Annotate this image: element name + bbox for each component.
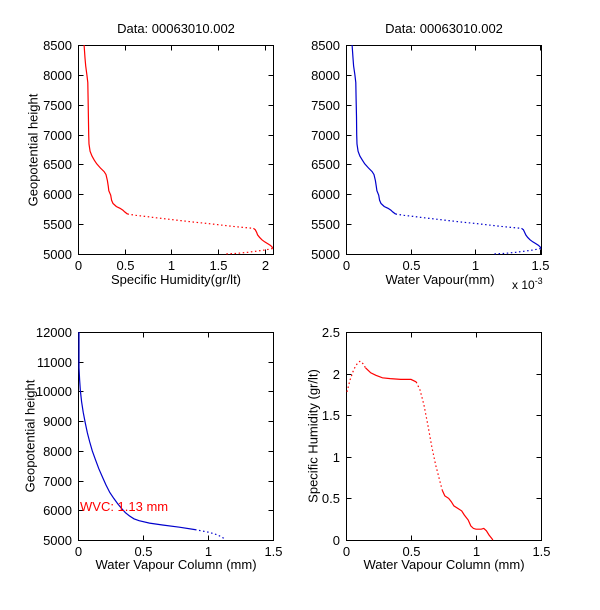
- exponent-prefix: x 10: [512, 278, 535, 292]
- subplot-specific-humidity-height: 0 0.5 1 1.5 2 5000 5500 6000 6500 7000 7500 8000 850…: [43, 38, 274, 273]
- series-humidity-drop: [415, 381, 443, 491]
- x-tick-label: 1.5: [264, 544, 282, 559]
- y-tick-label: 6000: [43, 503, 72, 518]
- y-tick-label: 12000: [36, 325, 72, 340]
- y-tick-label: 8500: [43, 38, 72, 53]
- y-tick-label: 7000: [311, 128, 340, 143]
- x-tick-label: 1: [205, 544, 212, 559]
- x-tick-label: 1: [168, 258, 175, 273]
- series-specific-humidity-shoulder: [253, 227, 274, 249]
- x-tick-label: 0: [75, 258, 82, 273]
- y-tick-label: 5500: [311, 217, 340, 232]
- x-tick-label: 1: [472, 258, 479, 273]
- y-tick-label: 5000: [311, 247, 340, 262]
- y-tick-label: 0.5: [322, 491, 340, 506]
- x-tick-label: 0: [343, 544, 350, 559]
- y-tick-label: 8000: [43, 68, 72, 83]
- x-tick-label: 0.5: [402, 258, 420, 273]
- x-axis-label-bottom-left: Water Vapour Column (mm): [95, 557, 257, 572]
- y-axis-label-top-left: Geopotential height: [25, 93, 41, 207]
- y-tick-label: 0: [333, 533, 340, 548]
- y-tick-label: 6000: [311, 187, 340, 202]
- y-axis-label-bottom-left: Geopotential height: [22, 379, 38, 493]
- series-specific-humidity-bottom: [224, 247, 273, 255]
- axes-box: [346, 45, 542, 255]
- y-tick-label: 7500: [311, 98, 340, 113]
- x-tick-label: 1.5: [209, 258, 227, 273]
- x-tick-label: 0.5: [116, 258, 134, 273]
- subplot-humidity-vs-wvc: 0 0.5 1 1.5 0 0.5 1 1.5 2 2.5: [322, 325, 551, 559]
- y-tick-label: 11000: [37, 355, 72, 370]
- series-wvc-profile-tail: [194, 529, 226, 541]
- y-tick-label: 5500: [43, 217, 72, 232]
- series-humidity-rise: [346, 360, 367, 393]
- series-specific-humidity-upper: [83, 44, 128, 215]
- x-tick-label: 0: [343, 258, 350, 273]
- axes-box: [78, 332, 274, 541]
- exponent-value: -3: [534, 276, 543, 286]
- x-tick-label: 1.5: [531, 258, 549, 273]
- x-axis-label-bottom-right: Water Vapour Column (mm): [363, 557, 525, 572]
- x-tick-label: 1: [473, 544, 480, 559]
- x-axis-label-top-left: Specific Humidity(gr/lt): [110, 272, 242, 287]
- y-tick-label: 7500: [43, 98, 72, 113]
- y-tick-label: 7000: [43, 128, 72, 143]
- y-tick-label: 10000: [36, 384, 72, 399]
- y-tick-label: 2: [333, 367, 340, 382]
- plot-title-top-right: Data: 00063010.002: [385, 21, 503, 36]
- y-tick-label: 5000: [43, 533, 72, 548]
- subplot-water-vapour-column-height: 0 0.5 1 1.5 5000 6000 7000 8000 9000 10000 11000 12…: [36, 325, 283, 559]
- series-water-vapour-shoulder: [521, 227, 542, 249]
- axes-box: [78, 45, 274, 255]
- series-specific-humidity-traverse: [127, 213, 254, 229]
- y-tick-label: 1: [333, 450, 340, 465]
- x-tick-label: 1.5: [532, 544, 550, 559]
- y-tick-label: 9000: [43, 414, 72, 429]
- y-tick-label: 8500: [311, 38, 340, 53]
- y-tick-label: 8000: [43, 444, 72, 459]
- y-tick-label: 6500: [43, 157, 72, 172]
- y-axis-label-bottom-right: Specific Humidity (gr/lt): [305, 369, 321, 503]
- series-humidity-plateau: [365, 367, 417, 383]
- x-tick-label: 0: [75, 544, 82, 559]
- x-tick-label: 0.5: [134, 544, 152, 559]
- plot-title-top-left: Data: 00063010.002: [117, 21, 235, 36]
- wvc-value-annotation: WVC: 1.13 mm: [80, 499, 169, 514]
- y-tick-label: 8000: [311, 68, 340, 83]
- y-tick-label: 7000: [43, 474, 72, 489]
- y-tick-label: 6000: [43, 187, 72, 202]
- x-tick-label: 0.5: [402, 544, 420, 559]
- subplot-water-vapour-height: 0 0.5 1 1.5 5000 5500 6000 6500 7000 7500 8000 8500: [311, 38, 549, 273]
- y-tick-label: 6500: [311, 157, 340, 172]
- y-tick-label: 5000: [43, 247, 72, 262]
- series-water-vapour-bottom: [492, 247, 541, 255]
- series-water-vapour-traverse: [395, 213, 522, 229]
- x-axis-label-top-right: Water Vapour(mm): [385, 272, 495, 287]
- series-humidity-steps: [441, 489, 494, 541]
- series-water-vapour-upper: [351, 44, 396, 215]
- series-wvc-profile: [78, 332, 196, 531]
- y-tick-label: 2.5: [322, 325, 340, 340]
- axes-box: [346, 332, 542, 541]
- x-axis-exponent-label: x 10-3: [512, 276, 543, 292]
- x-tick-label: 2: [262, 258, 269, 273]
- y-tick-label: 1.5: [322, 408, 340, 423]
